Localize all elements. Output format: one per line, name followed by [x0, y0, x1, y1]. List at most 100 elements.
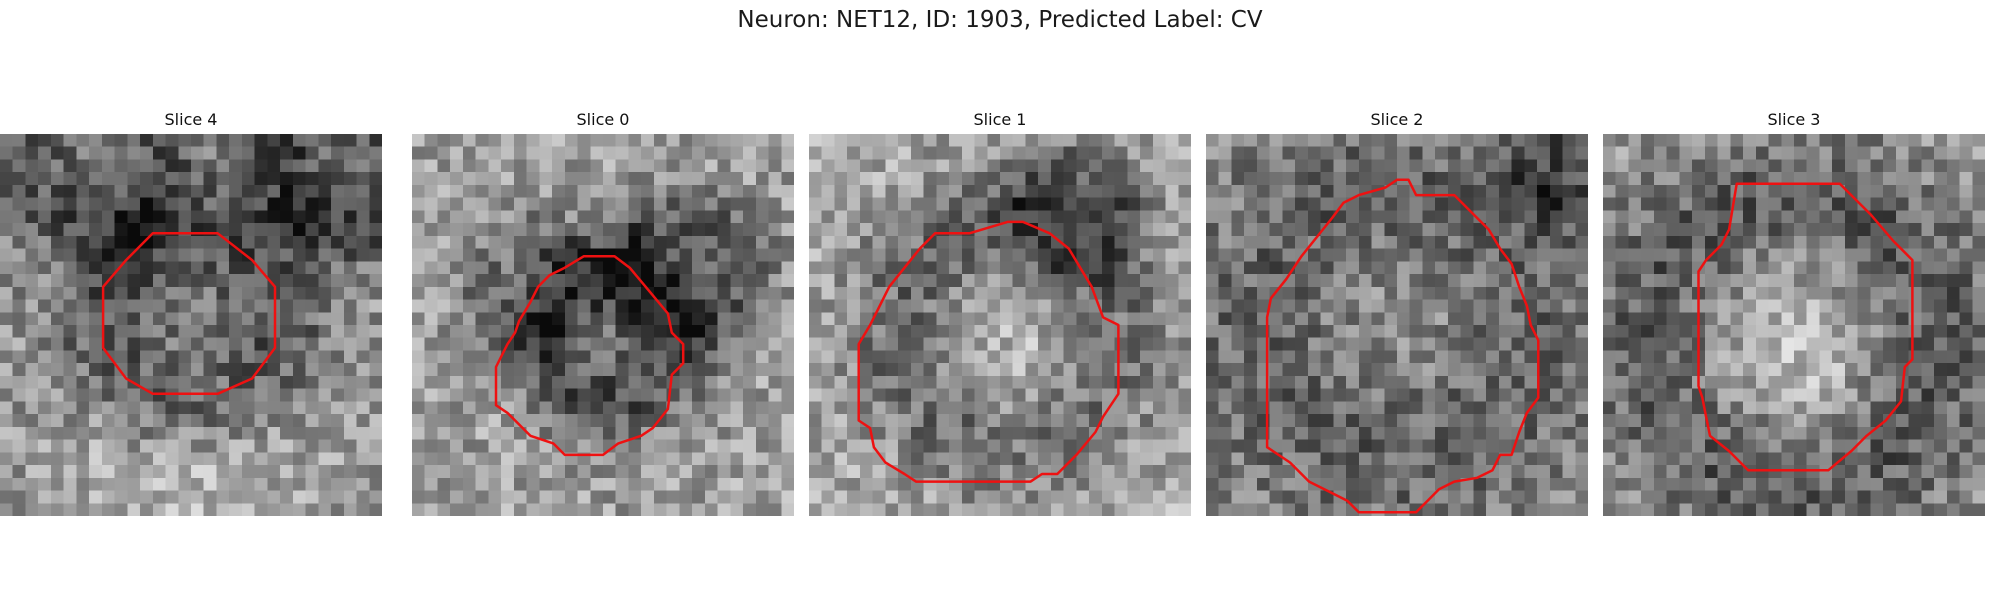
pixel	[1781, 274, 1795, 288]
pixel	[1346, 286, 1360, 301]
pixel	[666, 363, 680, 377]
pixel	[1384, 197, 1398, 211]
pixel	[1768, 197, 1782, 211]
pixel	[1152, 452, 1167, 466]
pixel	[1692, 477, 1706, 492]
pixel	[666, 223, 680, 237]
pixel	[1063, 299, 1077, 313]
pixel	[12, 184, 27, 199]
pixel	[755, 134, 770, 148]
pixel	[809, 299, 823, 313]
pixel	[768, 159, 782, 173]
pixel	[974, 299, 988, 313]
pixel	[1819, 134, 1833, 148]
pixel	[781, 337, 794, 352]
pixel	[114, 312, 128, 326]
pixel	[1934, 363, 1948, 377]
pixel	[1603, 325, 1617, 339]
pixel	[488, 146, 502, 161]
pixel	[1934, 325, 1948, 339]
pixel	[1575, 134, 1588, 148]
pixel	[1089, 363, 1103, 377]
pixel	[1768, 274, 1782, 288]
pixel	[1025, 325, 1039, 339]
pixel	[127, 477, 141, 492]
pixel	[692, 172, 706, 186]
pixel	[1358, 235, 1373, 250]
pixel	[1038, 248, 1052, 262]
pixel	[679, 248, 693, 262]
pixel	[1050, 337, 1065, 352]
pixel	[1768, 146, 1782, 161]
pixel	[834, 159, 848, 173]
pixel	[717, 261, 731, 275]
pixel	[1384, 274, 1398, 288]
pixel	[730, 286, 744, 301]
pixel	[1972, 274, 1985, 288]
pixel	[590, 465, 604, 479]
pixel	[450, 465, 464, 479]
pixel	[1857, 197, 1871, 211]
pixel	[781, 477, 794, 492]
pixel	[50, 223, 65, 237]
pixel	[1819, 223, 1833, 237]
pixel	[1972, 503, 1985, 516]
pixel	[1883, 388, 1897, 402]
pixel	[961, 503, 976, 516]
pixel	[1269, 172, 1283, 186]
pixel	[628, 325, 642, 339]
pixel	[1140, 172, 1154, 186]
pixel	[0, 223, 14, 237]
pixel	[412, 312, 426, 326]
pixel	[1486, 325, 1500, 339]
pixel	[949, 274, 963, 288]
pixel	[1371, 490, 1385, 504]
pixel	[1000, 452, 1014, 466]
pixel	[38, 312, 52, 326]
pixel	[1653, 248, 1668, 262]
pixel	[1473, 197, 1487, 211]
pixel	[191, 172, 205, 186]
pixel	[1256, 503, 1271, 516]
pixel	[280, 363, 294, 377]
pixel	[1781, 375, 1795, 390]
pixel	[114, 337, 128, 352]
pixel	[1743, 146, 1757, 161]
pixel	[280, 299, 294, 313]
pixel	[1679, 146, 1693, 161]
pixel	[450, 197, 464, 211]
pixel	[1244, 134, 1258, 148]
pixel	[343, 159, 358, 173]
pixel	[1435, 223, 1449, 237]
pixel	[475, 184, 489, 199]
pixel	[781, 426, 794, 441]
pixel	[1384, 312, 1398, 326]
pixel	[1152, 197, 1167, 211]
pixel	[1641, 503, 1655, 516]
pixel	[526, 439, 540, 453]
pixel	[1717, 388, 1731, 402]
pixel	[140, 210, 154, 224]
pixel	[1806, 401, 1821, 415]
pixel	[1743, 172, 1757, 186]
pixel	[343, 477, 358, 492]
pixel	[847, 414, 861, 428]
pixel	[961, 350, 976, 364]
pixel	[318, 248, 332, 262]
pixel	[590, 134, 604, 148]
pixel	[241, 388, 256, 402]
pixel	[101, 312, 116, 326]
pixel	[1089, 350, 1103, 364]
pixel	[1908, 235, 1922, 250]
pixel	[603, 401, 617, 415]
pixel	[1832, 261, 1846, 275]
pixel	[526, 134, 540, 148]
pixel	[1000, 503, 1014, 516]
pixel	[603, 363, 617, 377]
pixel	[0, 261, 14, 275]
pixel	[577, 439, 591, 453]
slice-panel-0: Slice 0	[412, 110, 794, 516]
pixel	[1704, 286, 1719, 301]
pixel	[1562, 286, 1576, 301]
pixel	[768, 210, 782, 224]
